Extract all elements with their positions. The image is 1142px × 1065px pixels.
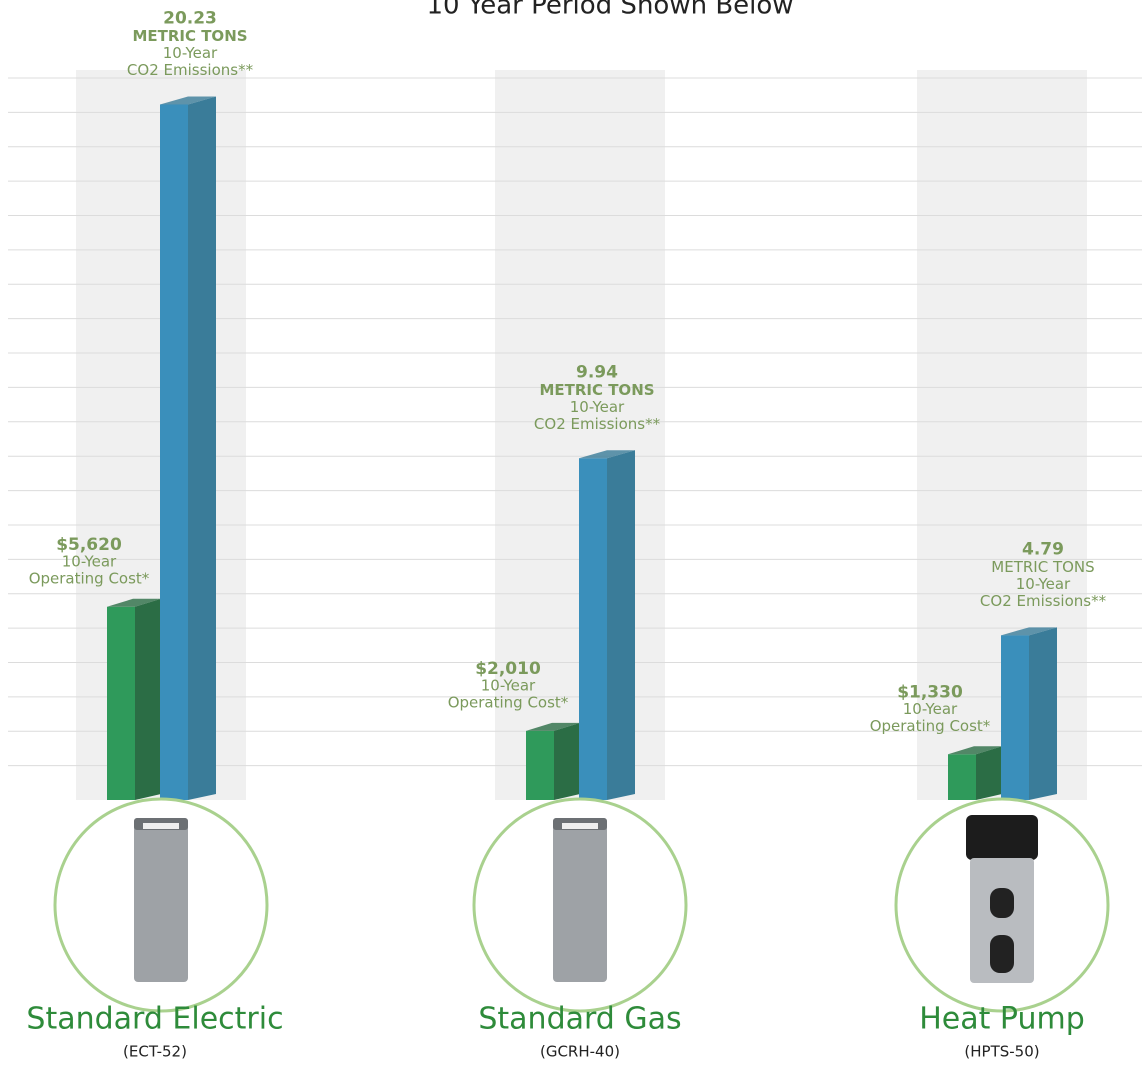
bar-front [1001, 635, 1029, 800]
unit-label: METRIC TONS [991, 558, 1094, 576]
value-label: $2,010 [475, 659, 541, 679]
series-period: 10-Year [163, 44, 218, 62]
bar-side [1029, 627, 1057, 800]
heater-window [990, 935, 1014, 973]
bar-top [160, 96, 216, 105]
heater-body [970, 858, 1034, 983]
heater-body [134, 818, 188, 982]
series-name: CO2 Emissions** [534, 415, 661, 433]
category-label: Heat Pump [919, 1002, 1085, 1037]
bar-front [107, 606, 135, 800]
category-label: Standard Gas [478, 1002, 681, 1037]
bar-side [554, 722, 580, 800]
category-label: Standard Electric [26, 1002, 283, 1037]
bar-side [188, 96, 216, 801]
bar-front [526, 730, 554, 800]
unit-label: METRIC TONS [539, 381, 654, 399]
unit-label: METRIC TONS [132, 27, 247, 45]
model-label: (HPTS-50) [964, 1043, 1039, 1061]
series-name: CO2 Emissions** [127, 61, 254, 79]
series-period: 10-Year [570, 398, 625, 416]
heater-label [143, 823, 179, 829]
series-period: 10-Year [481, 676, 536, 694]
heater-label [562, 823, 598, 829]
value-label: $5,620 [56, 535, 122, 555]
chart-subtitle: 10 Year Period Shown Below [426, 0, 793, 21]
series-period: 10-Year [1016, 575, 1071, 593]
value-label: 20.23 [163, 8, 217, 28]
series-name: CO2 Emissions** [980, 592, 1107, 610]
value-label: 4.79 [1022, 539, 1064, 559]
heater-top [966, 815, 1038, 860]
bar-top [1001, 627, 1057, 636]
bar-top [526, 722, 580, 731]
series-name: Operating Cost* [29, 569, 150, 587]
bar-side [135, 598, 161, 800]
heater-body [553, 818, 607, 982]
series-name: Operating Cost* [448, 693, 569, 711]
series-period: 10-Year [903, 700, 958, 718]
bar-top [107, 598, 161, 607]
bar-side [607, 450, 635, 800]
bar-front [579, 458, 607, 800]
model-label: (ECT-52) [123, 1043, 187, 1061]
model-label: (GCRH-40) [540, 1043, 620, 1061]
series-name: Operating Cost* [870, 717, 991, 735]
bar-side [976, 746, 1002, 800]
value-label: 9.94 [576, 362, 618, 382]
bar-front [948, 754, 976, 800]
value-label: $1,330 [897, 682, 963, 702]
bar-front [160, 104, 188, 801]
heater-window [990, 888, 1014, 918]
bar-top [579, 450, 635, 459]
bar-top [948, 746, 1002, 755]
series-period: 10-Year [62, 552, 117, 570]
